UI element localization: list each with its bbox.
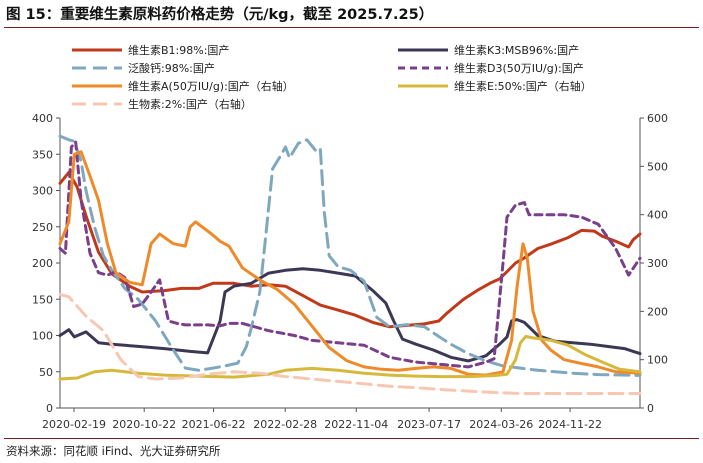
legend-label: 泛酸钙:98%:国产 [128, 61, 215, 75]
legend-label: 维生素K3:MSB96%:国产 [454, 43, 579, 57]
y-tick-label-right: 300 [647, 257, 668, 270]
x-tick-label: 2022-11-04 [324, 418, 388, 431]
y-tick-label-left: 300 [32, 185, 53, 198]
x-tick-label: 2021-06-22 [182, 418, 246, 431]
x-tick-label: 2024-03-26 [469, 418, 533, 431]
source-divider [4, 438, 699, 439]
title-divider [4, 27, 699, 28]
x-tick-label: 2023-07-17 [397, 418, 461, 431]
y-tick-label-left: 0 [46, 402, 53, 415]
chart-axes: 0 50 100 150 200 250 300 350 400 0 100 200 300 400 500… [32, 112, 668, 431]
y-tick-label-right: 400 [647, 209, 668, 222]
y-tick-label-right: 200 [647, 305, 668, 318]
x-tick-label: 2022-02-28 [253, 418, 317, 431]
series-line [58, 267, 642, 363]
series-line [58, 170, 642, 329]
y-tick-label-left: 350 [32, 148, 53, 161]
legend-label: 生物素:2%:国产（右轴） [128, 97, 252, 111]
chart-series [58, 134, 642, 395]
legend-label: 维生素D3(50万IU/g):国产 [454, 61, 584, 75]
y-tick-label-left: 250 [32, 221, 53, 234]
y-tick-label-right: 100 [647, 354, 668, 367]
x-tick-label: 2024-11-22 [538, 418, 602, 431]
y-tick-label-right: 0 [647, 402, 654, 415]
y-tick-label-left: 50 [39, 366, 53, 379]
y-tick-label-left: 100 [32, 330, 53, 343]
legend-label: 维生素A(50万IU/g):国产（右轴） [128, 79, 294, 93]
page-title: 图 15：重要维生素原料药价格走势（元/kg，截至 2025.7.25） [6, 7, 434, 23]
series-line [58, 134, 642, 377]
y-tick-label-right: 500 [647, 160, 668, 173]
series-line [58, 140, 642, 369]
x-tick-label: 2020-02-19 [42, 418, 106, 431]
source-note: 资料来源：同花顺 iFind、光大证券研究所 [6, 444, 221, 458]
y-tick-label-left: 400 [32, 112, 53, 125]
series-line [58, 150, 642, 377]
y-tick-label-left: 150 [32, 293, 53, 306]
y-tick-label-left: 200 [32, 257, 53, 270]
series-line [58, 292, 642, 395]
series-line [58, 335, 642, 381]
legend-label: 维生素E:50%:国产（右轴） [454, 79, 592, 93]
legend-label: 维生素B1:98%:国产 [128, 43, 229, 57]
x-tick-label: 2020-10-22 [112, 418, 176, 431]
y-tick-label-right: 600 [647, 112, 668, 125]
